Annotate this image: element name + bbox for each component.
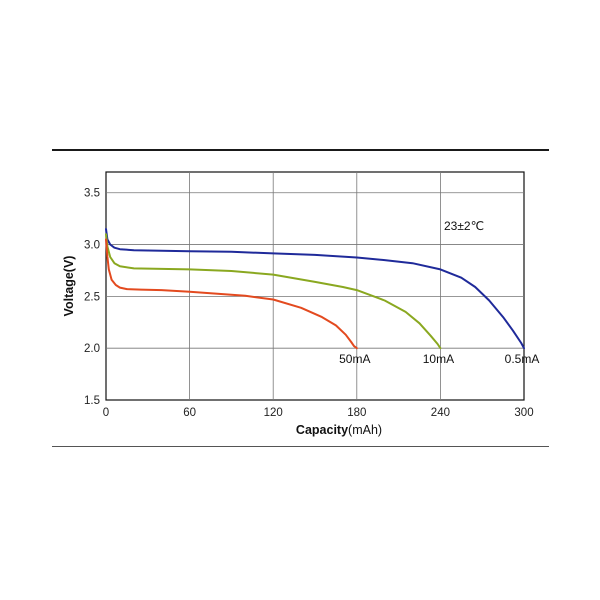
series-line [105, 238, 358, 350]
x-axis-label-bold: Capacity [296, 423, 348, 437]
series-layer [105, 228, 525, 350]
x-tick-label: 240 [431, 407, 450, 419]
series-label: 0.5mA [505, 352, 540, 366]
x-tick-label: 180 [347, 407, 366, 419]
tick-layer: 0 60 120 180 240 300 1.5 2.0 2.5 3.0 3.5 [84, 188, 534, 419]
series-label: 50mA [339, 352, 370, 366]
plot-frame [105, 171, 525, 401]
bottom-divider [52, 446, 549, 447]
y-tick-label: 3.5 [84, 188, 100, 200]
x-tick-label: 300 [514, 407, 533, 419]
grid-layer [106, 172, 524, 400]
y-tick-label: 1.5 [84, 395, 100, 407]
y-tick-label: 2.0 [84, 343, 100, 355]
x-tick-label: 120 [264, 407, 283, 419]
top-divider [52, 149, 549, 151]
x-axis-label-unit: (mAh) [348, 423, 382, 437]
y-tick-label: 3.0 [84, 240, 100, 252]
temperature-annotation: 23±2℃ [444, 219, 484, 233]
y-axis-label: Voltage(V) [62, 256, 76, 317]
y-tick-label: 2.5 [84, 291, 100, 303]
series-line [105, 228, 525, 350]
series-label: 10mA [423, 352, 454, 366]
x-tick-label: 0 [103, 407, 109, 419]
series-label-layer: 0.5mA 10mA 50mA [339, 352, 539, 366]
x-tick-label: 60 [183, 407, 196, 419]
x-axis-label: Capacity(mAh) [296, 423, 382, 437]
series-line [105, 233, 442, 350]
